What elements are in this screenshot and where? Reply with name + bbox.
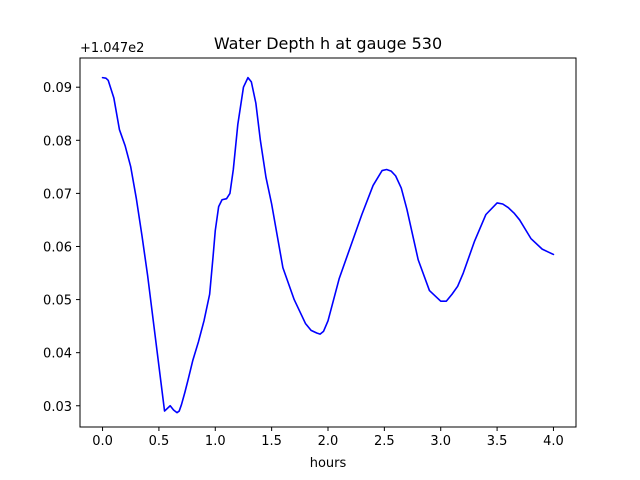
y-tick-label: 0.06 [43,240,72,255]
x-tick-label: 0.5 [149,434,170,449]
series-line-0 [101,76,555,414]
y-tick-label: 0.08 [43,134,72,149]
x-tick-label: 1.0 [205,434,226,449]
y-offset-label: +1.047e2 [80,41,144,56]
x-tick-label: 0.0 [92,434,113,449]
y-tick-label: 0.03 [43,400,72,415]
y-tick-label: 0.05 [43,294,72,309]
y-tick-label: 0.04 [43,347,72,362]
x-tick-label: 2.5 [374,434,395,449]
x-tick-label: 3.5 [487,434,508,449]
x-tick-label: 2.0 [318,434,339,449]
x-axis-label: hours [310,456,347,471]
chart-title: Water Depth h at gauge 530 [214,34,442,53]
y-tick-label: 0.07 [43,187,72,202]
x-tick-label: 3.0 [430,434,451,449]
x-tick-label: 1.5 [261,434,282,449]
plot-area [101,76,555,414]
axes: 0.0 0.5 1.0 1.5 2.0 2.5 3.0 3.5 4.0 0.03 0.04 0.05 0… [43,57,577,449]
y-tick-label: 0.09 [43,81,72,96]
x-tick-label: 4.0 [543,434,564,449]
